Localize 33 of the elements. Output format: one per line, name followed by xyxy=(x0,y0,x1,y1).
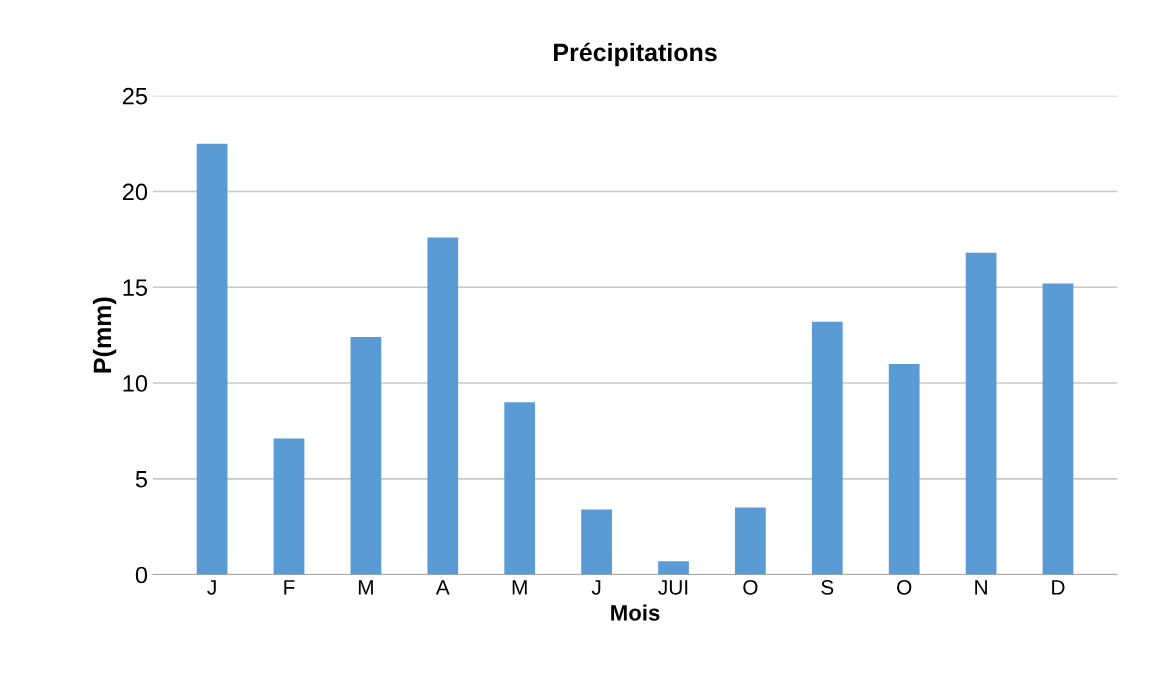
y-tick-label: 15 xyxy=(123,279,148,297)
y-tick-label: 20 xyxy=(122,183,148,201)
y-axis-title: P(mm) xyxy=(92,297,117,373)
x-axis-title: Mois xyxy=(611,604,660,621)
x-tick-label: JUI xyxy=(658,580,688,595)
y-tick-label: 10 xyxy=(123,375,148,392)
x-tick-label: S xyxy=(821,579,834,595)
x-tick-label: M xyxy=(512,580,527,595)
bar xyxy=(1042,283,1074,575)
x-tick-label: O xyxy=(743,579,758,595)
x-tick-label: F xyxy=(284,580,295,595)
bar xyxy=(965,252,997,575)
x-tick-label: D xyxy=(1052,580,1065,595)
bar xyxy=(504,402,536,575)
bar xyxy=(735,507,766,575)
x-tick-label: M xyxy=(358,580,373,595)
bar xyxy=(888,363,920,575)
x-tick-label: J xyxy=(591,580,601,595)
bar xyxy=(350,337,382,575)
bar xyxy=(196,143,228,575)
bar xyxy=(581,509,612,575)
bar xyxy=(427,237,459,575)
y-tick-label: 25 xyxy=(122,87,148,105)
x-tick-label: N xyxy=(975,580,987,595)
bar xyxy=(658,561,689,575)
bar xyxy=(273,438,305,575)
x-tick-label: A xyxy=(435,580,450,595)
chart-title: Précipitations xyxy=(554,42,717,67)
y-tick-label: 5 xyxy=(135,471,148,488)
bar xyxy=(811,321,843,575)
x-tick-label: J xyxy=(207,580,216,595)
x-tick-label: O xyxy=(897,579,912,595)
y-tick-label: 0 xyxy=(135,566,148,584)
